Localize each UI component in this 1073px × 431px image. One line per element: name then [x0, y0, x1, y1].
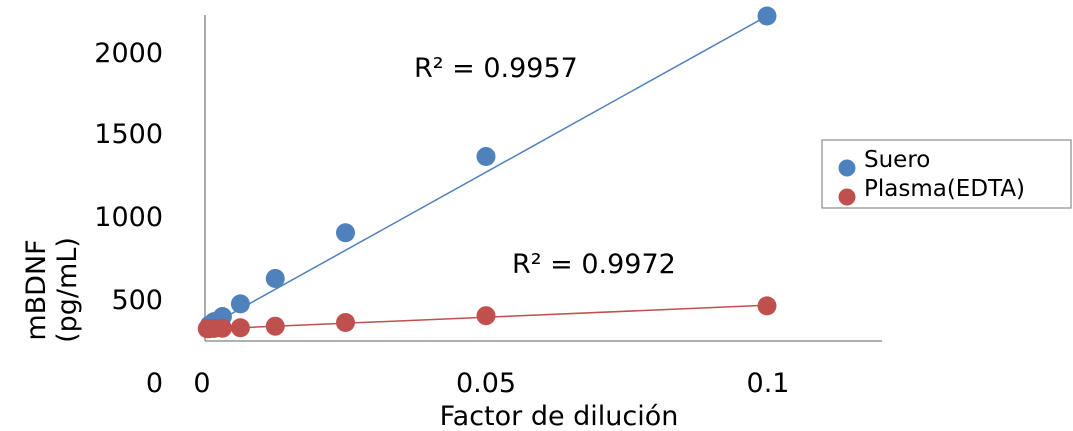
x-axis-title: Factor de dilución	[440, 401, 679, 431]
legend-marker-suero	[838, 159, 856, 177]
y-axis-title-line-1: mBDNF	[21, 239, 52, 340]
data-point-plasma-edta-4	[230, 318, 250, 338]
legend: Suero Plasma(EDTA)	[821, 139, 1072, 209]
x-tick-label-0.05: 0.05	[456, 368, 516, 399]
legend-box	[821, 139, 1072, 209]
y-tick-label-1000: 1000	[94, 202, 163, 233]
data-point-suero-6	[476, 147, 496, 167]
x-tick-label-0: 0	[193, 368, 210, 399]
x-tick-label-0.1: 0.1	[747, 368, 790, 399]
data-point-suero-3	[230, 294, 250, 314]
data-point-suero-4	[265, 268, 285, 288]
legend-marker-plasma	[838, 188, 856, 206]
trendline-suero	[204, 15, 768, 330]
r2-annotation-suero: R² = 0.9957	[414, 53, 578, 84]
data-point-plasma-edta-5	[265, 316, 285, 336]
data-point-plasma-edta-7	[476, 306, 496, 326]
data-point-plasma-edta-3	[212, 318, 232, 338]
legend-label-plasma: Plasma(EDTA)	[864, 176, 1025, 202]
y-tick-label-2000: 2000	[94, 38, 163, 69]
data-point-plasma-edta-8	[757, 296, 777, 316]
y-tick-label-500: 500	[111, 285, 163, 316]
y-axis-title-line-2: (pg/mL)	[52, 237, 83, 343]
data-points	[197, 6, 777, 339]
y-tick-label-1500: 1500	[94, 119, 163, 150]
data-point-plasma-edta-6	[336, 312, 355, 332]
y-axis-title: mBDNF (pg/mL)	[21, 237, 83, 343]
r2-annotation-plasma: R² = 0.9972	[512, 249, 676, 280]
y-tick-label-0: 0	[146, 368, 163, 399]
data-point-suero-5	[336, 223, 355, 243]
legend-label-suero: Suero	[864, 147, 930, 173]
data-point-suero-7	[757, 6, 777, 26]
